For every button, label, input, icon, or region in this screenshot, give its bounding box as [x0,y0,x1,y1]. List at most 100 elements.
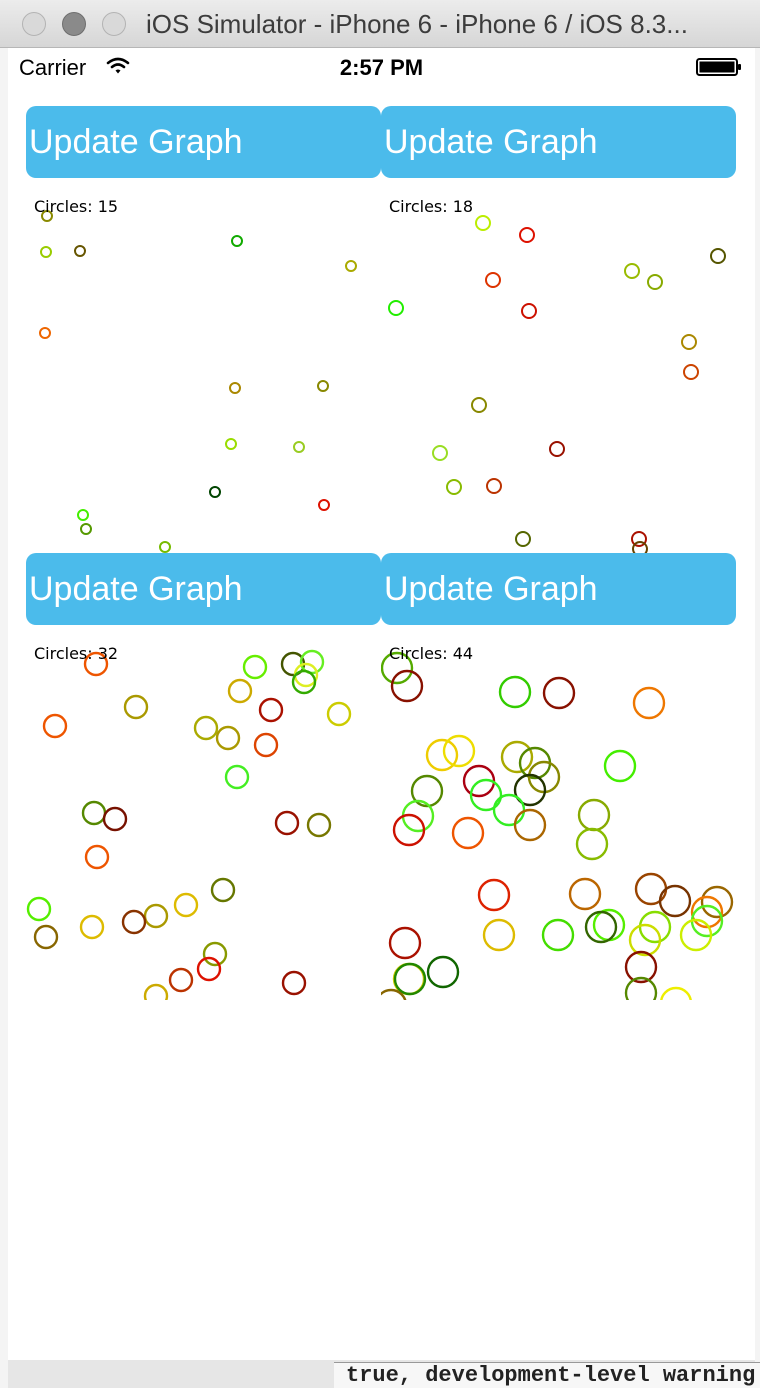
graph-circle [469,778,503,812]
graph-circle [381,651,414,685]
circle-plot [381,198,736,553]
graph-circle [42,713,68,739]
graph-circle [392,813,426,847]
graph-circle [492,793,526,827]
graph-circle [575,827,609,861]
status-bar: Carrier 2:57 PM [8,48,755,86]
graph-circle [700,885,734,919]
graph-circle [426,955,460,989]
battery-icon [696,58,741,76]
circle-plot-svg [39,210,357,553]
graph-circle [498,675,532,709]
graph-circle [471,397,487,413]
graph-circle [258,697,284,723]
graph-circle [39,327,51,339]
graph-circle [513,773,547,807]
graph-circle [79,914,105,940]
graph-circle [74,245,86,257]
graph-circle [306,812,332,838]
graph-circle [679,918,713,952]
graph-circle [388,926,422,960]
graph-circle [102,806,128,832]
graph-circle [83,651,109,677]
circle-plot-svg [381,651,734,1000]
graph-circle [159,541,171,553]
graph-circle [40,246,52,258]
graph-panel: Update Graph Circles: 15 [26,106,381,553]
window-title: iOS Simulator - iPhone 6 - iPhone 6 / iO… [146,9,688,39]
circle-count-label: Circles: 32 [34,644,119,663]
status-time: 2:57 PM [339,55,424,80]
background-app-edge [755,48,760,1388]
graph-circle [603,749,637,783]
zoom-window-button[interactable] [102,12,126,36]
update-graph-button[interactable]: Update Graph [26,553,381,625]
circle-count-label: Circles: 18 [389,197,474,216]
circle-count-label: Circles: 44 [389,644,474,663]
graph-panel: Update Graph Circles: 18 [381,106,736,553]
graph-circle [121,909,147,935]
circle-plot [381,645,736,1000]
circle-plot [26,645,381,1000]
graph-circle [410,774,444,808]
graph-circle [81,800,107,826]
minimize-window-button[interactable] [62,12,86,36]
graph-circle [425,738,459,772]
update-graph-button[interactable]: Update Graph [381,553,736,625]
circle-count-label: Circles: 15 [34,197,119,216]
graph-circle [632,686,666,720]
graph-circle [519,227,535,243]
background-console-text: true, development-level warning [334,1362,760,1388]
graph-circle [486,478,502,494]
graph-circle [568,877,602,911]
graph-circle [193,715,219,741]
window-titlebar[interactable]: iOS Simulator - iPhone 6 - iPhone 6 / iO… [0,0,760,48]
graph-circle [632,541,648,553]
graph-circle [500,740,534,774]
graph-circle [388,300,404,316]
graph-circle [168,967,194,993]
graph-circle [210,877,236,903]
graph-circle [293,441,305,453]
graph-circle [196,956,222,982]
carrier-label: Carrier [19,55,87,80]
graph-circle [326,701,352,727]
graph-circle [521,303,537,319]
graph-circle [393,962,427,996]
graph-circle [317,380,329,392]
graph-circle [274,810,300,836]
graph-circle [253,732,279,758]
graph-circle [80,523,92,535]
graph-circle [658,884,692,918]
graph-circle [624,976,658,1000]
graph-circle [638,910,672,944]
graph-circle [345,260,357,272]
graph-panel: Update Graph Circles: 32 [26,553,381,1000]
graph-circle [475,215,491,231]
graph-circle [84,844,110,870]
graph-circle [224,764,250,790]
graph-circle [631,531,647,547]
graph-circle [577,798,611,832]
graph-circle [318,499,330,511]
graph-circle [390,669,424,703]
graph-circle [123,694,149,720]
graph-circle [485,272,501,288]
background-app-edge [0,48,8,1388]
graph-circle [442,734,476,768]
graph-circle [541,918,575,952]
graph-circle [229,382,241,394]
graph-circle [209,486,221,498]
graph-circle [647,274,663,290]
graph-circle [77,509,89,521]
graph-circle [584,910,618,944]
graph-circle [542,676,576,710]
graph-circle [227,678,253,704]
update-graph-button[interactable]: Update Graph [381,106,736,178]
graph-circle [202,941,228,967]
close-window-button[interactable] [22,12,46,36]
update-graph-button[interactable]: Update Graph [26,106,381,178]
graph-circle [549,441,565,457]
graph-circle [281,970,307,996]
